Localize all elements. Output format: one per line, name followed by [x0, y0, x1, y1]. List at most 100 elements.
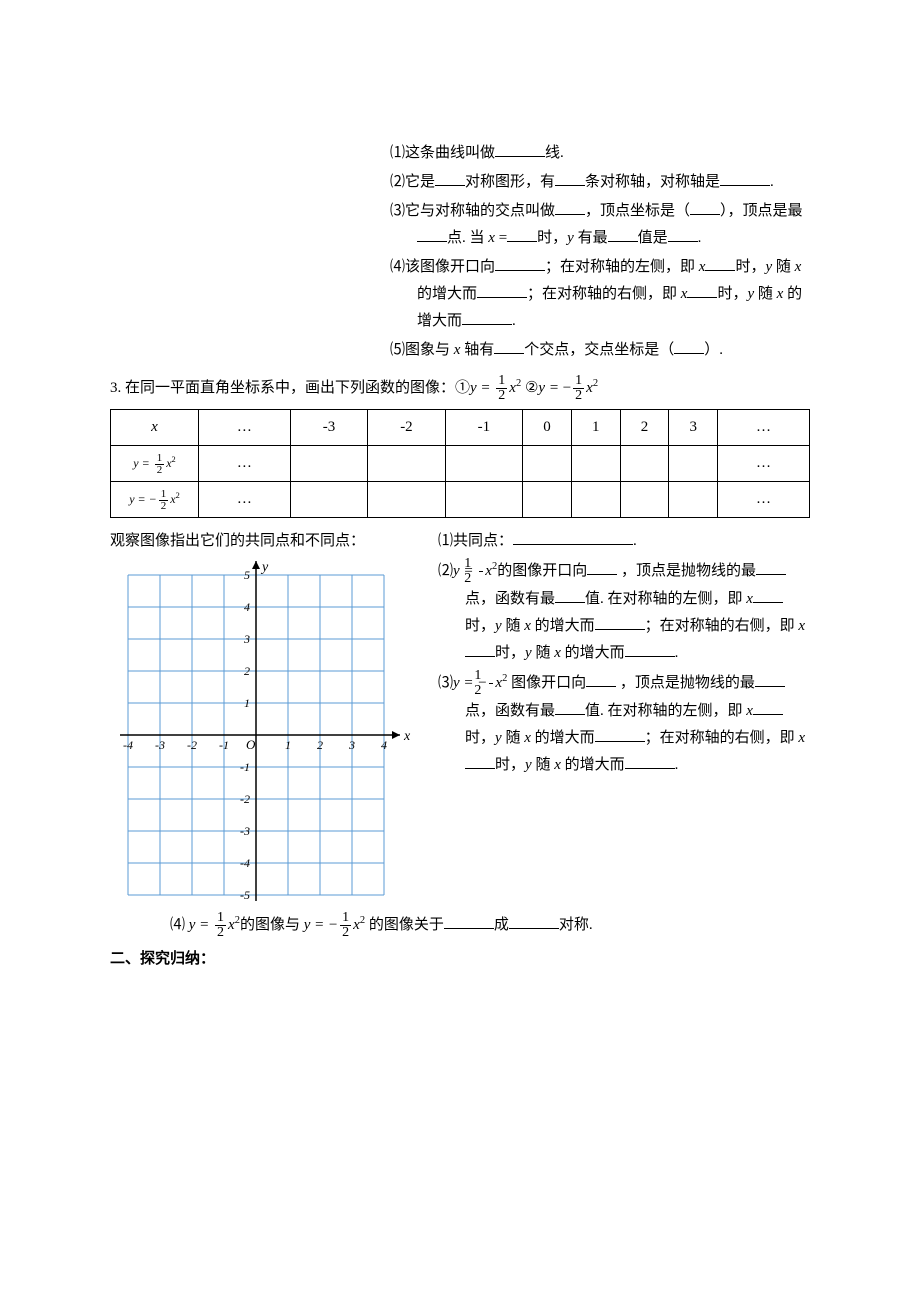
question-3: 3. 在同一平面直角坐标系中，画出下列函数的图像：①y = 12x2 ②y = … [110, 374, 810, 403]
blank[interactable] [755, 672, 785, 687]
sup-2: 2 [593, 378, 598, 389]
empty-cell[interactable] [669, 482, 718, 518]
svg-text:x: x [403, 729, 411, 744]
r3-mid2: 点，函数有最 [465, 703, 555, 719]
dots-cell: … [199, 446, 291, 482]
q5-mid1: 轴有 [460, 342, 494, 358]
empty-cell[interactable] [290, 482, 367, 518]
svg-text:O: O [246, 737, 256, 752]
blank[interactable] [687, 283, 717, 298]
dots-cell: … [199, 482, 291, 518]
x-var: x [746, 703, 753, 719]
q2-mid2: 条对称轴，对称轴是 [585, 174, 720, 190]
empty-cell[interactable] [669, 446, 718, 482]
blank[interactable] [477, 283, 527, 298]
q3-mid5: 有最 [574, 230, 608, 246]
col-val: 3 [669, 410, 718, 446]
x-var: x [798, 618, 805, 634]
empty-cell[interactable] [368, 446, 445, 482]
blank[interactable] [595, 727, 645, 742]
y-eq: y = [133, 456, 152, 470]
empty-cell[interactable] [620, 446, 669, 482]
blank[interactable] [507, 227, 537, 242]
r1-end: . [633, 533, 637, 549]
blank[interactable] [625, 754, 675, 769]
empty-cell[interactable] [445, 446, 522, 482]
blank[interactable] [705, 256, 735, 271]
q3-pre: ⑶它与对称轴的交点叫做 [390, 203, 555, 219]
svg-text:-3: -3 [155, 738, 165, 752]
blank[interactable] [555, 171, 585, 186]
blank[interactable] [495, 142, 545, 157]
r2-post: 的图像开口向 [497, 563, 587, 579]
blank[interactable] [625, 642, 675, 657]
q3-eq: = [495, 230, 507, 246]
blank[interactable] [586, 672, 616, 687]
blank[interactable] [555, 588, 585, 603]
eq2-rhs: x [586, 380, 593, 396]
blank[interactable] [465, 754, 495, 769]
empty-cell[interactable] [445, 482, 522, 518]
top-fill-questions: ⑴这条曲线叫做线. ⑵它是对称图形，有条对称轴，对称轴是. ⑶它与对称轴的交点叫… [110, 140, 810, 366]
blank[interactable] [753, 700, 783, 715]
svg-text:-4: -4 [240, 856, 250, 870]
q5-end: ）. [704, 342, 723, 358]
svg-text:-3: -3 [240, 824, 250, 838]
q1-pre: ⑴这条曲线叫做 [390, 145, 495, 161]
blank[interactable] [756, 560, 786, 575]
empty-cell[interactable] [523, 446, 572, 482]
svg-text:y: y [260, 560, 269, 575]
q3-mid4: 时， [537, 230, 567, 246]
empty-cell[interactable] [571, 446, 620, 482]
q5-line: ⑸图象与 x 轴有个交点，交点坐标是（）. [390, 337, 810, 364]
blank[interactable] [608, 227, 638, 242]
blank[interactable] [495, 256, 545, 271]
q4-mid7: 随 [754, 286, 777, 302]
svg-text:-2: -2 [187, 738, 197, 752]
fraction: 12 [159, 489, 169, 512]
x-var: x [798, 730, 805, 746]
blank[interactable] [417, 227, 447, 242]
empty-cell[interactable] [368, 482, 445, 518]
frac-den: 2 [340, 926, 351, 940]
svg-text:2: 2 [317, 738, 323, 752]
blank[interactable] [462, 310, 512, 325]
blank[interactable] [444, 914, 494, 929]
q3-mid6: 值是 [638, 230, 668, 246]
q4-pre: ⑷该图像开口向 [390, 259, 495, 275]
blank[interactable] [587, 560, 617, 575]
r3-mid4: 时， [465, 730, 495, 746]
blank[interactable] [690, 200, 720, 215]
blank[interactable] [465, 642, 495, 657]
blank[interactable] [494, 339, 524, 354]
empty-cell[interactable] [523, 482, 572, 518]
eq1-lhs: y = [470, 380, 494, 396]
blank[interactable] [674, 339, 704, 354]
r2-line: ⑵y = 12x2的图像开口向 ，顶点是抛物线的最点，函数有最值. 在对称轴的左… [438, 557, 810, 667]
x-var: x [746, 591, 753, 607]
empty-cell[interactable] [620, 482, 669, 518]
r1-pre: ⑴共同点： [438, 533, 513, 549]
blank[interactable] [668, 227, 698, 242]
svg-text:3: 3 [243, 632, 250, 646]
r3-mid9: 随 [532, 757, 555, 773]
r2-mid3: 值. 在对称轴的左侧，即 [585, 591, 746, 607]
blank[interactable] [435, 171, 465, 186]
svg-text:4: 4 [381, 738, 387, 752]
empty-cell[interactable] [290, 446, 367, 482]
blank[interactable] [555, 700, 585, 715]
blank[interactable] [509, 914, 559, 929]
blank[interactable] [513, 530, 633, 545]
q4-end: . [512, 313, 516, 329]
empty-cell[interactable] [571, 482, 620, 518]
r2-mid2: 点，函数有最 [465, 591, 555, 607]
blank[interactable] [555, 200, 585, 215]
x-var: x [524, 730, 531, 746]
blank[interactable] [595, 615, 645, 630]
x-var: x [795, 259, 802, 275]
r2-mid6: 的增大而 [531, 618, 595, 634]
blank[interactable] [753, 588, 783, 603]
header-x: x [111, 410, 199, 446]
blank[interactable] [720, 171, 770, 186]
frac-num: 1 [489, 669, 493, 684]
